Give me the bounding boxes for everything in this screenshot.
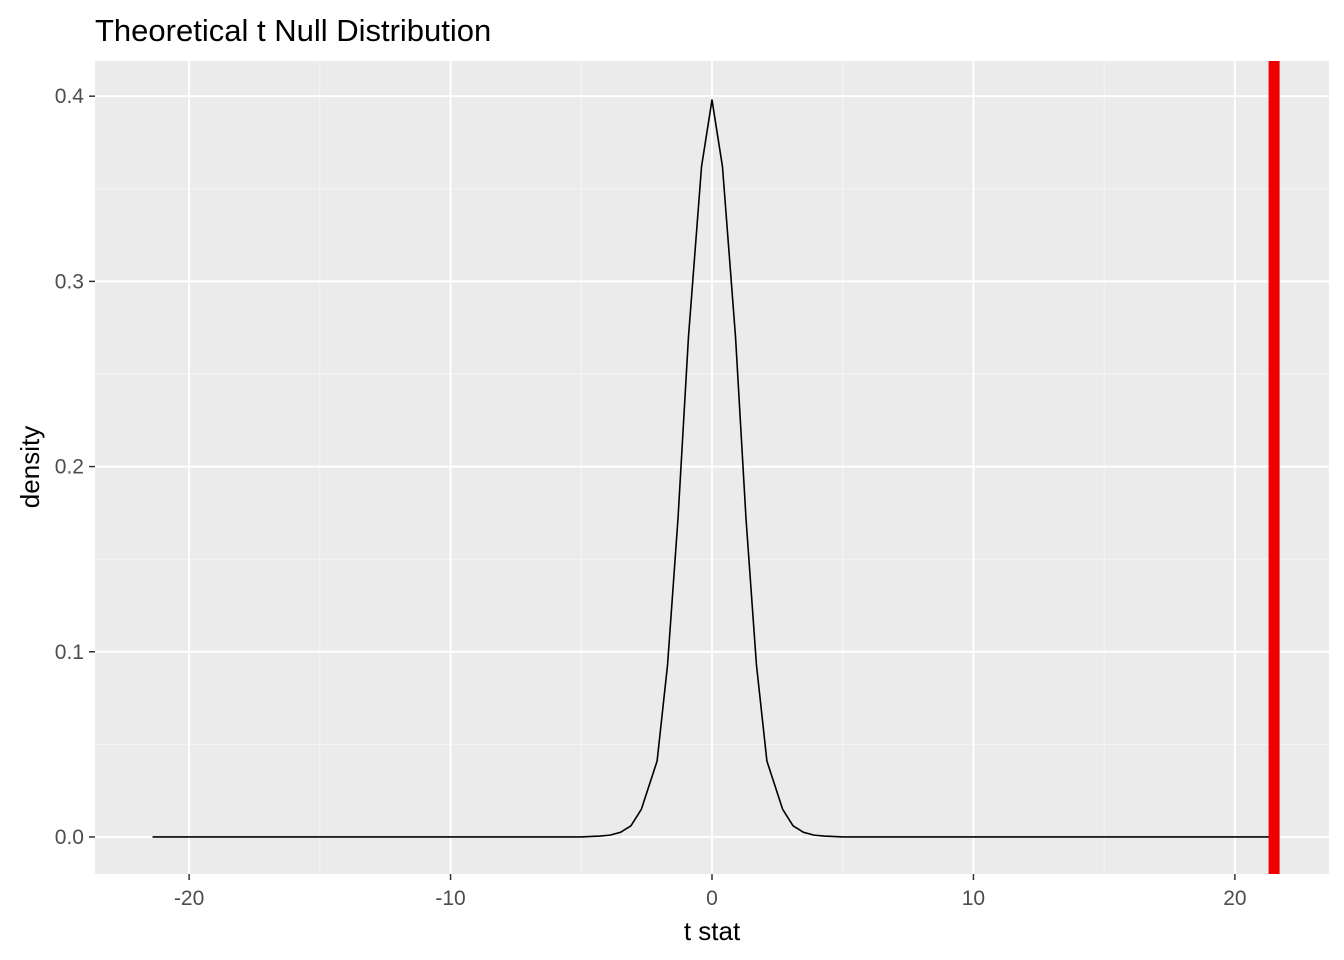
y-tick-label: 0.4 <box>55 85 85 108</box>
x-tick-label: -10 <box>435 887 465 910</box>
x-axis: -20 -10 0 10 20 <box>174 874 1247 910</box>
y-axis: 0.0 0.1 0.2 0.3 0.4 <box>55 85 95 849</box>
x-tick-label: -20 <box>174 887 204 910</box>
x-tick-label: 10 <box>962 887 985 910</box>
y-tick-label: 0.0 <box>55 826 84 849</box>
major-gridlines <box>95 61 1329 874</box>
y-tick-label: 0.3 <box>55 270 84 293</box>
x-tick-label: 0 <box>706 887 718 910</box>
chart-title: Theoretical t Null Distribution <box>95 13 491 48</box>
x-tick-label: 20 <box>1223 887 1246 910</box>
x-axis-title: t stat <box>684 916 741 946</box>
y-tick-label: 0.2 <box>55 456 84 479</box>
y-tick-label: 0.1 <box>55 641 84 664</box>
density-curve <box>152 99 1272 838</box>
y-axis-title: density <box>15 426 45 508</box>
